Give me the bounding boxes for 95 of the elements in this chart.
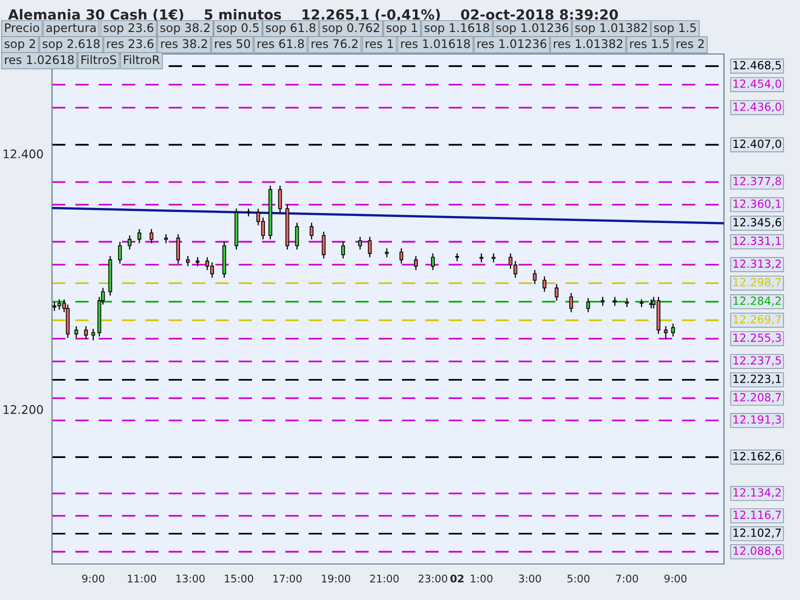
text: res 76.2 (312, 39, 358, 48)
candlestick (542, 276, 546, 292)
ref-line-label: 12.191,3 (734, 415, 781, 425)
candlestick (414, 255, 418, 271)
candlestick (431, 252, 435, 271)
x-tick-label: 7:00 (616, 574, 638, 582)
candlestick (554, 284, 558, 302)
text: sop 1.01236 (496, 23, 568, 34)
ref-line-label: 12.255,3 (734, 333, 781, 344)
ref-line-label: 12.237,5 (734, 356, 781, 366)
text: res 1.5 (630, 39, 669, 48)
candlestick (569, 292, 574, 313)
candlestick (358, 236, 362, 250)
candlestick (128, 234, 132, 250)
annotation: FiltroS (82, 55, 116, 64)
ref-line-label: 12.360,1 (734, 200, 781, 210)
text: res 1 (366, 39, 393, 48)
candlestick (586, 298, 590, 313)
candlestick (384, 248, 389, 258)
text: res 1.01236 (478, 39, 546, 48)
candlestick (74, 326, 78, 338)
y-tick-label: 12.200 (4, 405, 43, 414)
annotation: res 1.02618 (5, 55, 74, 64)
annotation: 12.345,6 (734, 218, 782, 228)
ref-line-label: 12.436,0 (734, 102, 782, 112)
ref-line-label: 12.223,1 (734, 374, 781, 384)
x-tick-label: 02 (450, 574, 464, 582)
candlestick (295, 222, 299, 250)
x-tick-label: 15:00 (224, 574, 254, 582)
text: sop 23.6 (104, 23, 154, 34)
x-tick-label: 17:00 (273, 574, 302, 582)
ref-line-label: 12.331,1 (734, 236, 781, 246)
x-tick-label: 5:00 (568, 574, 590, 582)
candlestick (368, 236, 372, 258)
text: res 1.01618 (401, 39, 470, 48)
ref-line-label: 12.269,7 (734, 315, 781, 325)
candlestick (532, 269, 537, 285)
candlestick (186, 255, 190, 267)
ref-line-label: 12.134,2 (734, 488, 781, 498)
ref-line-label: 12.088,6 (734, 546, 782, 556)
ref-line-label: 12.407,0 (734, 140, 782, 150)
text: res 2 (676, 39, 704, 48)
candlestick (322, 231, 326, 260)
x-tick-label: 9:00 (82, 574, 104, 582)
ref-line-label: 12.284,2 (734, 296, 781, 306)
ref-line-label: 12.162,6 (734, 452, 782, 462)
x-tick-label: 1:00 (470, 574, 492, 582)
x-tick-label: 3:00 (519, 574, 541, 582)
text: apertura (46, 24, 96, 34)
text: res 38.2 (161, 39, 207, 48)
candlestick (399, 248, 404, 264)
ref-line-label: 12.377,8 (734, 176, 782, 186)
y-tick-label: 12.400 (4, 149, 43, 158)
candlestick (310, 222, 314, 240)
x-tick-label: 11:00 (128, 574, 156, 582)
chart-title: Alemania 30 Cash (1€) 5 minutos 12.265,1 (-0,41%) 02-oct-2018 8:39:20 (8, 9, 618, 22)
text: res 50 (215, 39, 250, 48)
text: sop 1.01382 (575, 23, 647, 34)
text: Precio (5, 23, 40, 32)
x-tick-label: 21:00 (370, 574, 399, 582)
text: sop 1.5 (654, 23, 696, 34)
text: sop 2.618 (42, 39, 100, 50)
ref-line-label: 12.298,7 (734, 278, 781, 288)
ref-line-label: 12.313,2 (734, 259, 781, 270)
candlestick (278, 185, 282, 214)
ref-line-label: 12.208,7 (734, 393, 781, 403)
x-tick-label: 13:00 (176, 574, 205, 582)
text: sop 1.1618 (424, 23, 490, 34)
candlestick (150, 228, 154, 244)
ref-line-label: 12.102,7 (734, 528, 781, 538)
text: res 61.8 (258, 39, 304, 48)
candlestick (91, 328, 96, 341)
text: res 23.6 (107, 39, 154, 48)
text: sop 38.2 (160, 23, 210, 34)
candlestick (118, 241, 122, 264)
x-tick-label: 9:00 (664, 574, 686, 582)
text: sop 0.762 (322, 23, 380, 34)
ref-line-label: 12.468,5 (734, 60, 781, 70)
x-tick-label: 23:00 (418, 574, 448, 582)
annotation: FiltroR (124, 55, 160, 64)
text: sop 0.5 (216, 23, 259, 34)
text: sop 1 (386, 23, 418, 34)
ref-line-label: 12.454,0 (734, 79, 782, 90)
candlestick (664, 326, 668, 340)
text: sop 2 (4, 39, 35, 50)
candlestick (176, 234, 180, 264)
candlestick (84, 326, 88, 340)
text: sop 61.8 (266, 23, 316, 34)
candlestick (671, 323, 675, 338)
ref-line-label: 12.116,7 (734, 510, 781, 520)
candlestick (137, 228, 142, 244)
candlestick (600, 296, 605, 306)
candlestick (341, 241, 345, 260)
x-tick-label: 19:00 (322, 574, 350, 582)
text: res 1.01382 (554, 39, 622, 48)
